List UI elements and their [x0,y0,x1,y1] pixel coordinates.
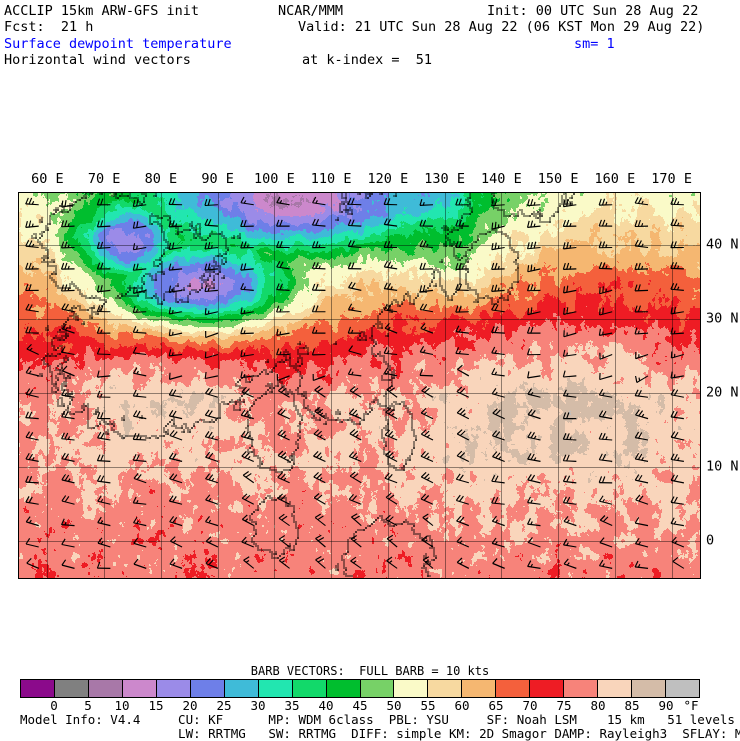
colorbar[interactable] [20,679,700,698]
colorbar-swatch-13[interactable] [461,680,496,697]
colorbar-swatch-0[interactable] [21,680,54,697]
header-k-index: at k-index = 51 [302,52,433,68]
colorbar-swatch-16[interactable] [563,680,598,697]
colorbar-swatch-10[interactable] [359,680,394,697]
lon-tick-120: 120 E [367,171,409,187]
header-init-time: Init: 00 UTC Sun 28 Aug 22 [487,3,699,19]
lat-tick-20: 20 N [706,384,739,401]
colorbar-tick-45: 45 [352,698,368,713]
colorbar-tick-10: 10 [114,698,130,713]
header-field-name: Surface dewpoint temperature [4,36,232,52]
colorbar-tick-60: 60 [454,698,470,713]
colorbar-tick-25: 25 [216,698,232,713]
lon-tick-80: 80 E [144,171,178,187]
colorbar-tick-50: 50 [386,698,402,713]
colorbar-swatch-18[interactable] [631,680,666,697]
colorbar-swatch-12[interactable] [427,680,462,697]
dewpoint-map[interactable] [19,193,700,578]
colorbar-swatch-9[interactable] [325,680,360,697]
colorbar-swatch-5[interactable] [189,680,224,697]
header-center-org: NCAR/MMM [278,3,344,19]
colorbar-tick-35: 35 [284,698,300,713]
lat-tick-0: 0 [706,532,715,549]
lon-tick-170: 170 E [651,171,692,187]
header-model-title: ACCLIP 15km ARW-GFS init [4,3,200,19]
lat-tick-30: 30 N [706,310,739,327]
model-info-line-2: LW: RRTMG SW: RRTMG DIFF: simple KM: 2D … [20,726,740,741]
colorbar-swatch-8[interactable] [291,680,326,697]
lon-tick-100: 100 E [254,171,295,187]
colorbar-tick-55: 55 [420,698,436,713]
header-forecast-hour: Fcst: 21 h [4,19,94,35]
colorbar-swatch-2[interactable] [87,680,122,697]
colorbar-tick-65: 65 [488,698,504,713]
header-valid-time: Valid: 21 UTC Sun 28 Aug 22 (06 KST Mon … [298,19,705,35]
colorbar-swatch-4[interactable] [155,680,190,697]
lon-tick-110: 110 E [310,171,352,187]
lon-tick-160: 160 E [594,171,636,187]
colorbar-tick-85: 85 [624,698,640,713]
colorbar-unit-label: °F [683,698,699,713]
colorbar-swatch-11[interactable] [393,680,428,697]
model-info-line-1: Model Info: V4.4 CU: KF MP: WDM 6class P… [20,712,740,727]
colorbar-tick-20: 20 [182,698,198,713]
colorbar-tick-30: 30 [250,698,266,713]
lon-tick-140: 140 E [481,171,522,187]
colorbar-swatch-15[interactable] [529,680,564,697]
lon-tick-60: 60 E [31,171,64,187]
colorbar-tick-15: 15 [148,698,164,713]
colorbar-tick-0: 0 [50,698,58,713]
colorbar-tick-70: 70 [522,698,538,713]
lon-tick-130: 130 E [424,171,465,187]
colorbar-swatch-3[interactable] [121,680,156,697]
lon-tick-90: 90 E [201,171,234,187]
colorbar-swatch-6[interactable] [223,680,258,697]
dewpoint-field-canvas[interactable] [19,193,700,578]
lat-tick-10: 10 N [706,458,739,475]
colorbar-tick-40: 40 [318,698,334,713]
colorbar-swatch-14[interactable] [495,680,530,697]
lon-tick-150: 150 E [537,171,579,187]
header-block: ACCLIP 15km ARW-GFS init NCAR/MMM Init: … [0,0,740,70]
colorbar-swatch-1[interactable] [53,680,88,697]
colorbar-tick-90: 90 [658,698,674,713]
colorbar-swatch-17[interactable] [597,680,632,697]
barb-vector-note: BARB VECTORS: FULL BARB = 10 kts [250,664,490,678]
lon-tick-70: 70 E [87,171,121,187]
colorbar-tick-5: 5 [84,698,92,713]
header-overlay-name: Horizontal wind vectors [4,52,191,68]
colorbar-tick-80: 80 [590,698,606,713]
lat-tick-40: 40 N [706,236,739,253]
colorbar-swatch-7[interactable] [257,680,292,697]
colorbar-swatch-19[interactable] [665,680,700,697]
colorbar-tick-75: 75 [556,698,572,713]
header-smoothing: sm= 1 [574,36,615,52]
